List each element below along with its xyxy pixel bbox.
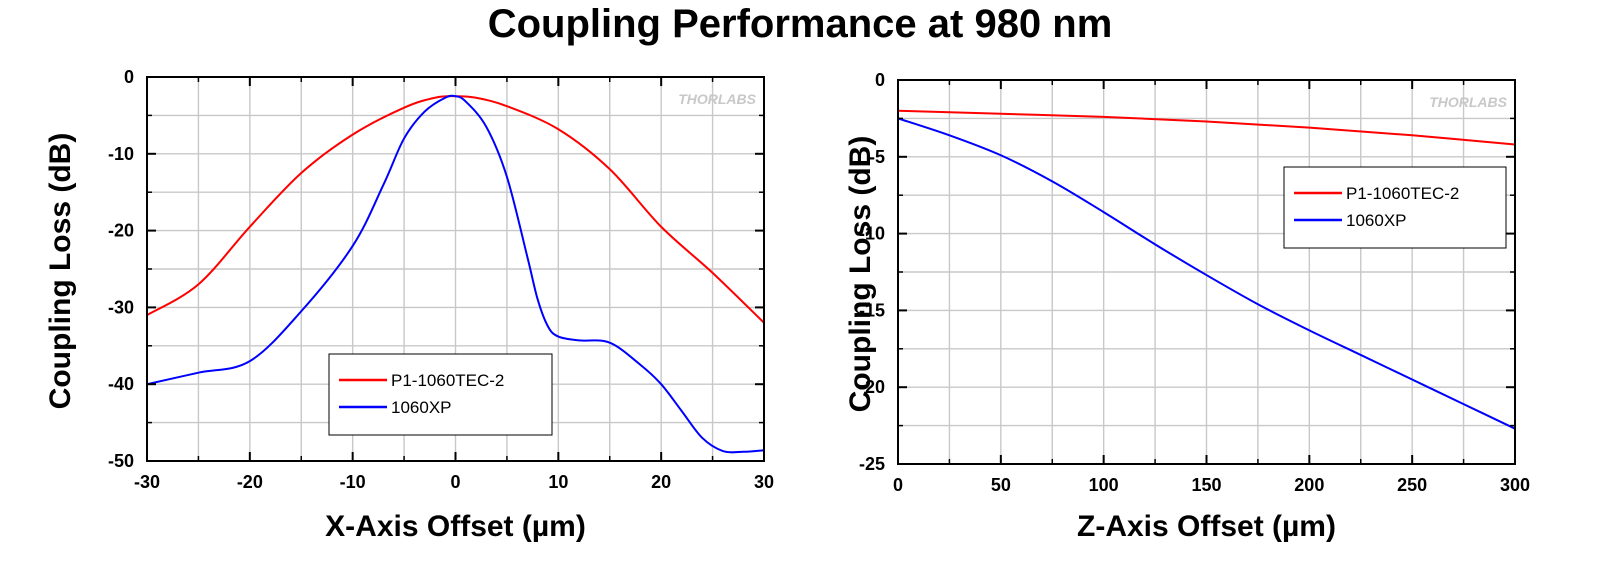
y-tick-label: -30	[108, 297, 134, 317]
x-tick-label: 50	[991, 475, 1011, 495]
x-tick-label: 300	[1500, 475, 1530, 495]
x-tick-label: 10	[548, 472, 568, 492]
chart-title: Coupling Performance at 980 nm	[487, 2, 1113, 46]
legend-label: 1060XP	[391, 398, 452, 417]
y-axis-label: Coupling Loss (dB)	[44, 133, 77, 410]
y-tick-label: -25	[859, 454, 885, 474]
y-axis-label: Coupling Loss (dB)	[844, 136, 877, 413]
y-tick-label: -10	[108, 144, 134, 164]
y-tick-label: -50	[108, 451, 134, 471]
x-tick-label: -30	[134, 472, 160, 492]
y-tick-label: -40	[108, 374, 134, 394]
x-tick-label: -20	[237, 472, 263, 492]
thorlabs-watermark: THORLABS	[678, 91, 756, 107]
y-tick-label: -10	[859, 224, 885, 244]
x-offset-chart: THORLABS -30 -20 -10 0 10 20 30 0 -10 -20 -30 -40 -50…	[44, 67, 774, 543]
legend-box	[328, 353, 553, 436]
x-tick-label: -10	[340, 472, 366, 492]
x-tick-label: 100	[1089, 475, 1119, 495]
x-axis-label: Z-Axis Offset (µm)	[1077, 510, 1336, 543]
legend-label: 1060XP	[1346, 211, 1407, 230]
x-tick-label: 200	[1294, 475, 1324, 495]
legend-label: P1-1060TEC-2	[1346, 184, 1459, 203]
y-tick-label: -20	[859, 377, 885, 397]
x-tick-label: 30	[754, 472, 774, 492]
series-line-1060xp	[897, 117, 1516, 430]
z-offset-chart: THORLABS 0 50 100 150 200 250 300 0 -5 -10 -15 -20 -2…	[844, 70, 1530, 543]
y-tick-label: -15	[859, 300, 885, 320]
x-tick-label: 150	[1191, 475, 1221, 495]
legend: P1-1060TEC-2 1060XP	[1283, 166, 1507, 249]
y-tick-label: 0	[124, 67, 134, 87]
series-line-p1-1060tec-2	[897, 109, 1516, 146]
y-tick-label: 0	[875, 70, 885, 90]
legend-label: P1-1060TEC-2	[391, 371, 504, 390]
x-tick-label: 250	[1397, 475, 1427, 495]
x-tick-label: 0	[893, 475, 903, 495]
y-tick-label: -20	[108, 221, 134, 241]
series-line-1060xp	[146, 94, 765, 454]
legend: P1-1060TEC-2 1060XP	[328, 353, 553, 436]
x-tick-label: 20	[651, 472, 671, 492]
thorlabs-watermark: THORLABS	[1429, 94, 1507, 110]
legend-box	[1283, 166, 1507, 249]
y-tick-label: -5	[869, 147, 885, 167]
x-axis-label: X-Axis Offset (µm)	[325, 510, 586, 543]
x-tick-label: 0	[450, 472, 460, 492]
